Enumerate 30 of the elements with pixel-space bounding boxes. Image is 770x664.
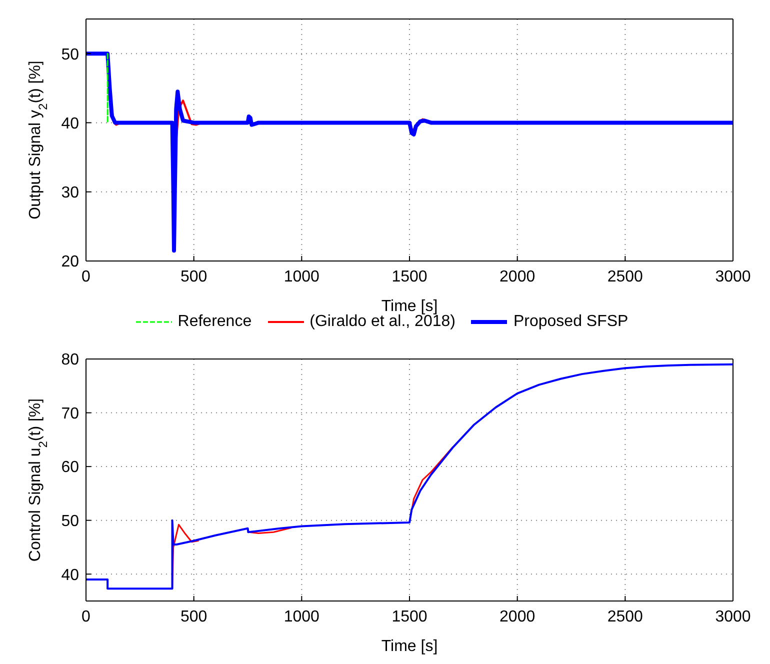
x-axis-title: Time [s]	[381, 298, 438, 315]
x-tick-label: 2000	[500, 268, 536, 286]
y-tick-label: 60	[61, 459, 80, 476]
y-tick-label: 70	[61, 405, 80, 422]
y-tick-label: 40	[61, 566, 80, 584]
x-tick-label: 1500	[392, 268, 428, 286]
x-tick-label: 500	[180, 268, 208, 286]
legend-label: Proposed SFSP	[513, 313, 628, 331]
y-tick-label: 80	[61, 352, 80, 369]
x-tick-label: 2500	[607, 268, 644, 286]
x-tick-label: 3000	[715, 268, 751, 286]
x-tick-label: 1000	[284, 268, 320, 286]
x-axis-title: Time [s]	[381, 638, 438, 655]
line-series	[86, 52, 733, 253]
x-tick-label: 1500	[392, 608, 428, 626]
x-tick-label: 1000	[284, 608, 320, 626]
y-tick-label: 50	[61, 513, 80, 530]
legend-label: (Giraldo et al., 2018)	[310, 313, 456, 331]
x-tick-label: 3000	[715, 608, 751, 626]
y-tick-label: 20	[61, 254, 80, 271]
legend-label: Reference	[178, 313, 252, 331]
x-tick-label: 2000	[500, 608, 536, 626]
x-tick-label: 2500	[607, 608, 644, 626]
line-series	[86, 363, 733, 590]
y-tick-label: 50	[61, 46, 80, 64]
x-tick-label: 0	[82, 608, 91, 626]
y-tick-label: 40	[61, 115, 80, 132]
y-tick-label: 30	[61, 184, 80, 202]
x-tick-label: 0	[82, 268, 91, 286]
x-tick-label: 500	[180, 608, 208, 626]
